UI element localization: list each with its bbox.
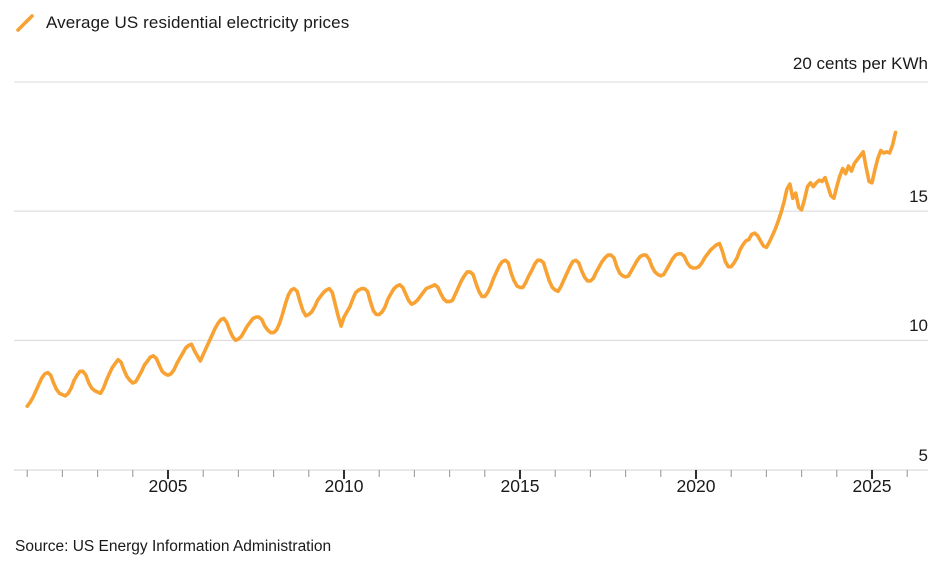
legend-line-swatch-icon	[16, 14, 34, 32]
legend: Average US residential electricity price…	[14, 12, 349, 34]
x-tick-label: 2005	[148, 476, 188, 496]
y-tick-label: 10	[909, 316, 928, 336]
legend-label: Average US residential electricity price…	[46, 13, 350, 32]
source-note: Source: US Energy Information Administra…	[15, 538, 332, 555]
y-axis-unit-label: 20 cents per KWh	[792, 54, 928, 73]
x-tick-label: 2015	[500, 476, 540, 496]
x-tick-label: 2020	[676, 476, 716, 496]
x-tick-label: 2010	[324, 476, 364, 496]
x-tick-label: 2025	[852, 476, 892, 496]
y-tick-label: 15	[909, 187, 928, 207]
y-tick-label: 5	[918, 445, 928, 465]
price-line-series	[25, 130, 898, 408]
